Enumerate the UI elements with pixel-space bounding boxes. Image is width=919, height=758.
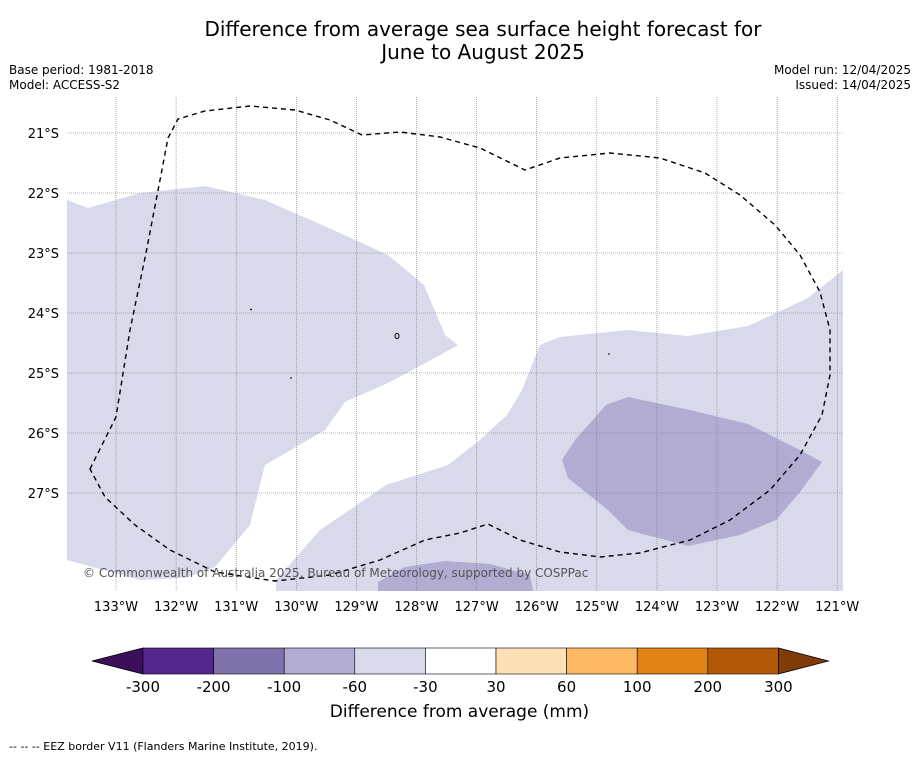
island-marker [394,333,400,339]
colorbar-swatch [495,647,567,675]
longitude-label: 132°W [154,600,198,615]
longitude-label: 122°W [755,600,799,615]
latitude-label: 26°S [28,427,59,442]
colorbar-swatch [354,647,426,675]
model-name: Model: ACCESS-S2 [9,78,121,92]
sea-height-map: © Commonwealth of Australia 2025, Bureau… [28,97,860,615]
longitude-label: 127°W [455,600,499,615]
latitude-label: 27°S [28,487,59,502]
base-period: Base period: 1981-2018 [9,63,154,77]
longitude-label: 124°W [635,600,679,615]
longitude-label: 130°W [274,600,318,615]
colorbar-tick-label: 200 [693,678,722,695]
colorbar-swatch [566,647,638,675]
latitude-label: 21°S [28,127,59,142]
colorbar-tick-label: 100 [623,678,652,695]
eez-legend-note: -- -- -- EEZ border V11 (Flanders Marine… [9,740,318,753]
colorbar-min-arrow [91,647,144,675]
colorbar-tick-label: 300 [764,678,793,695]
colorbar-tick-label: -30 [413,678,438,695]
longitude-label: 131°W [214,600,258,615]
latitude-label: 25°S [28,367,59,382]
colorbar-swatch [425,647,497,675]
colorbar-title: Difference from average (mm) [329,702,590,722]
longitude-label: 123°W [695,600,739,615]
latitude-label: 24°S [28,307,59,322]
latitude-label: 23°S [28,247,59,262]
longitude-label: 125°W [575,600,619,615]
longitude-label: 133°W [94,600,138,615]
title-line-1: Difference from average sea surface heig… [204,17,762,41]
colorbar-tick-label: 30 [486,678,505,695]
longitude-label: 126°W [515,600,559,615]
anomaly-region-west [67,186,458,580]
colorbar-swatch [142,647,214,675]
colorbar-tick-label: -60 [343,678,368,695]
model-run: Model run: 12/04/2025 [773,63,911,77]
latitude-label: 22°S [28,187,59,202]
anomaly-region-deep [562,397,822,546]
colorbar-tick-label: -100 [267,678,301,695]
colorbar-tick-label: -200 [197,678,231,695]
longitude-label: 129°W [334,600,378,615]
latitude-labels: 21°S 22°S 23°S 24°S 25°S 26°S 27°S [28,127,59,502]
island-marker [249,308,253,311]
issued-date: Issued: 14/04/2025 [795,78,911,92]
map-title: Difference from average sea surface heig… [0,18,919,64]
colorbar-max-arrow [778,647,830,675]
longitude-label: 128°W [394,600,438,615]
longitude-labels: 133°W 132°W 131°W 130°W 129°W 128°W 127°W 126°W… [94,600,860,615]
longitude-label: 121°W [815,600,859,615]
title-line-2: June to August 2025 [381,40,585,64]
anomaly-contours [67,97,843,591]
meta-right: Model run: 12/04/2025 Issued: 14/04/2025 [774,63,911,93]
colorbar-tick-label: 60 [557,678,576,695]
colorbar-tick-label: -300 [126,678,160,695]
copyright-notice: © Commonwealth of Australia 2025, Bureau… [83,566,588,580]
eez-border [89,105,831,582]
colorbar-swatch [636,647,709,675]
colorbar-swatch [707,647,779,675]
graticule [67,97,843,591]
meta-left: Base period: 1981-2018 Model: ACCESS-S2 [9,63,154,93]
colorbar-swatch [283,647,356,675]
colorbar-swatch [213,647,285,675]
colorbar: -300 -200 -100 -60 -30 30 60 100 200 300 [91,647,830,695]
